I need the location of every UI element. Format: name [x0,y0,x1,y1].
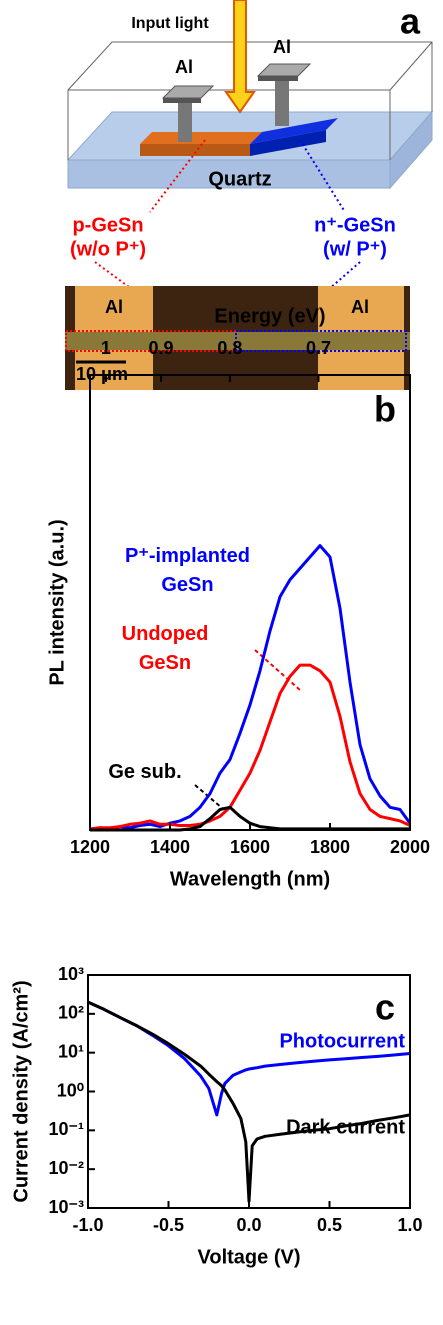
x2-tick-label: 0.8 [217,338,242,358]
y-tick-label: 10⁻² [48,1158,84,1178]
label: (w/o P⁺) [70,238,146,260]
label: n⁺-GeSn [314,214,396,236]
y-tick-label: 10¹ [58,1041,84,1061]
box-outline [67,41,433,160]
series-label: Undoped GeSn [121,623,209,674]
x-tick-label: 0.5 [317,1215,342,1235]
al-post [275,78,289,126]
panel-letter: c [375,987,395,1028]
quartz-side [389,110,433,190]
box-outline [389,41,433,91]
data-line [89,663,411,831]
x2-tick-label: 0.7 [306,338,331,358]
label: Al [105,297,123,317]
label: Al [351,297,369,317]
x-axis-label: Wavelength (nm) [170,868,330,890]
p-region [140,144,250,156]
y-tick-label: 10⁻¹ [48,1119,84,1139]
label: Al [175,57,193,77]
label: Al [273,37,291,57]
x-tick-label: 1400 [150,837,190,857]
series-label: Ge sub. [108,761,182,783]
y-tick-label: 10³ [58,964,84,984]
x2-tick-label: 0.9 [149,338,174,358]
light-arrow [224,0,256,114]
x-tick-label: 2000 [390,837,430,857]
leader [254,649,301,691]
series-label: P⁺-implanted GeSn [124,545,250,596]
panel-letter: b [374,389,396,430]
data-line [87,1000,411,1117]
n-region [250,130,326,156]
p-region [140,132,262,144]
al-pad [256,63,312,77]
al-pad [258,76,298,81]
plot-frame [87,974,411,1209]
data-line [87,1000,411,1203]
x-tick-label: 1600 [230,837,270,857]
x-tick-label: 0.0 [236,1215,261,1235]
x2-axis-label: Energy (eV) [214,305,325,327]
y-axis-label: Current density (A/cm²) [10,980,32,1202]
n-region [250,118,338,144]
x-axis-label: Voltage (V) [198,1246,301,1268]
label: 10 μm [76,364,128,384]
x-tick-label: 1200 [70,837,110,857]
x-tick-label: 1800 [310,837,350,857]
label: (w/ P⁺) [323,238,387,260]
n-outline [235,330,407,352]
panel-letter: a [400,1,421,42]
x-tick-label: -0.5 [153,1215,184,1235]
leader [149,139,206,213]
x2-tick-label: 1 [101,338,111,358]
label: Input light [131,15,209,32]
y-tick-label: 10⁻³ [48,1197,84,1217]
label: p-GeSn [72,214,143,236]
device-schematic: Input light Al Al Quartz a p-GeSn (w/o P… [65,0,434,390]
data-line [89,544,412,832]
al-pad [163,98,201,103]
y-tick-label: 10² [58,1003,84,1023]
y-axis-label: PL intensity (a.u.) [46,519,68,685]
x-tick-label: 1.0 [397,1215,422,1235]
series-label: Photocurrent [279,1030,405,1052]
leader [299,139,346,213]
series-label: Dark current [286,1116,405,1138]
al-post [178,100,192,142]
x-tick-label: -1.0 [72,1215,103,1235]
y-tick-label: 10⁰ [57,1080,84,1100]
label: Quartz [208,168,271,190]
al-pad [161,85,215,99]
waveguide [65,332,410,350]
